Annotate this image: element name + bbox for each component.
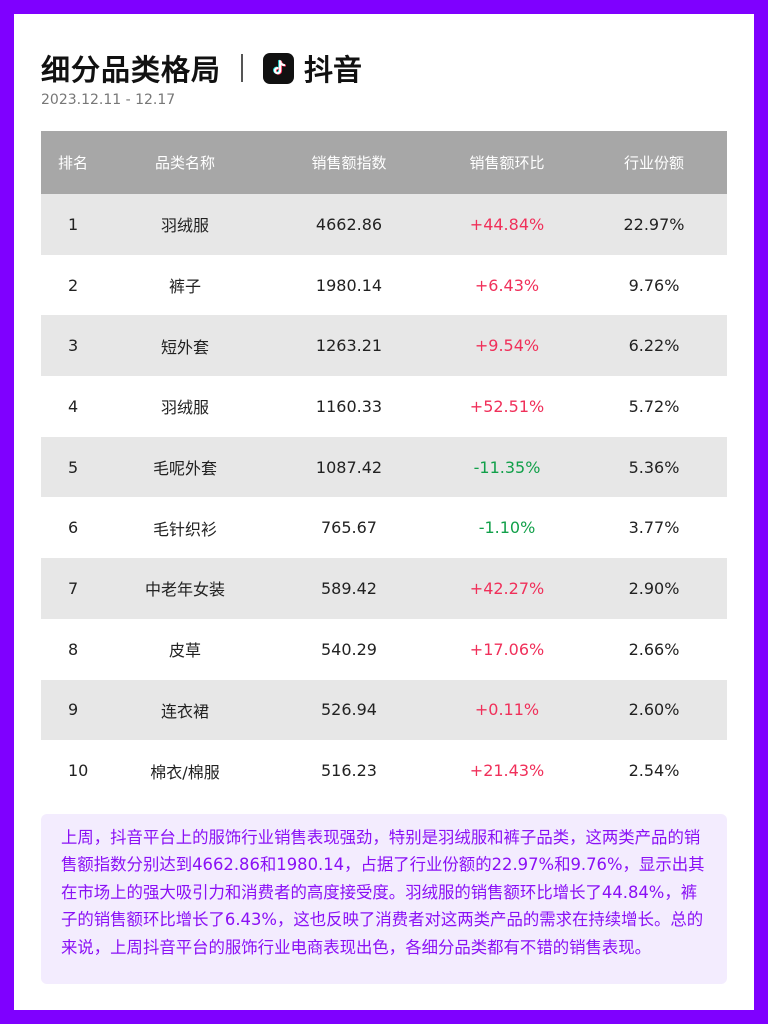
table-row: 5 毛呢外套 1087.42 -11.35% 5.36% xyxy=(41,436,727,498)
date-range: 2023.12.11 - 12.17 xyxy=(41,92,176,108)
table-row: 8 皮草 540.29 +17.06% 2.66% xyxy=(41,618,727,680)
page-title: 细分品类格局 xyxy=(41,53,222,87)
cell-category: 连衣裙 xyxy=(105,679,265,741)
douyin-logo-icon xyxy=(263,52,295,84)
cell-category: 裤子 xyxy=(105,254,265,316)
cell-industry-share: 2.60% xyxy=(581,679,727,741)
table-row: 6 毛针织衫 765.67 -1.10% 3.77% xyxy=(41,497,727,559)
table-row: 9 连衣裙 526.94 +0.11% 2.60% xyxy=(41,679,727,741)
title-divider xyxy=(241,54,244,82)
cell-sales-change: +6.43% xyxy=(433,254,581,316)
cell-sales-index: 1160.33 xyxy=(265,376,433,437)
cell-industry-share: 6.22% xyxy=(581,315,727,377)
cell-category: 皮草 xyxy=(105,618,265,680)
cell-sales-change: -11.35% xyxy=(433,436,581,498)
header: 细分品类格局 抖音 xyxy=(41,48,362,88)
cell-sales-index: 1087.42 xyxy=(265,436,433,498)
cell-category: 中老年女装 xyxy=(105,558,265,619)
cell-rank: 5 xyxy=(41,436,105,498)
cell-industry-share: 22.97% xyxy=(581,194,727,255)
cell-sales-index: 4662.86 xyxy=(265,194,433,255)
category-ranking-table: 排名 品类名称 销售额指数 销售额环比 行业份额 1 羽绒服 4662.86 +44.… xyxy=(41,131,727,801)
summary-text: 上周，抖音平台上的服饰行业销售表现强劲，特别是羽绒服和裤子品类，这两类产品的销售… xyxy=(41,814,727,984)
table-row: 4 羽绒服 1160.33 +52.51% 5.72% xyxy=(41,376,727,437)
cell-industry-share: 3.77% xyxy=(581,497,727,559)
cell-rank: 10 xyxy=(41,740,105,801)
platform-name: 抖音 xyxy=(304,53,363,87)
cell-rank: 6 xyxy=(41,497,105,559)
cell-category: 短外套 xyxy=(105,315,265,377)
cell-sales-index: 1263.21 xyxy=(265,315,433,377)
cell-category: 毛针织衫 xyxy=(105,497,265,559)
cell-sales-index: 1980.14 xyxy=(265,254,433,316)
cell-sales-change: +9.54% xyxy=(433,315,581,377)
column-header-industry-share: 行业份额 xyxy=(581,131,727,194)
column-header-rank: 排名 xyxy=(41,131,105,194)
cell-rank: 4 xyxy=(41,376,105,437)
cell-sales-change: +0.11% xyxy=(433,679,581,741)
cell-rank: 9 xyxy=(41,679,105,741)
cell-sales-index: 516.23 xyxy=(265,740,433,801)
cell-rank: 2 xyxy=(41,254,105,316)
cell-sales-change: +44.84% xyxy=(433,194,581,255)
cell-rank: 8 xyxy=(41,618,105,680)
cell-industry-share: 5.72% xyxy=(581,376,727,437)
cell-sales-change: -1.10% xyxy=(433,497,581,559)
cell-industry-share: 9.76% xyxy=(581,254,727,316)
table-row: 2 裤子 1980.14 +6.43% 9.76% xyxy=(41,254,727,316)
column-header-category: 品类名称 xyxy=(105,131,265,194)
report-card: 细分品类格局 抖音 2023.12.11 - 12.17 排名 品类名称 销售额… xyxy=(14,14,754,1010)
cell-sales-change: +21.43% xyxy=(433,740,581,801)
table-row: 1 羽绒服 4662.86 +44.84% 22.97% xyxy=(41,194,727,255)
cell-rank: 3 xyxy=(41,315,105,377)
table-row: 3 短外套 1263.21 +9.54% 6.22% xyxy=(41,315,727,377)
cell-sales-index: 540.29 xyxy=(265,618,433,680)
table-row: 10 棉衣/棉服 516.23 +21.43% 2.54% xyxy=(41,740,727,801)
cell-sales-change: +42.27% xyxy=(433,558,581,619)
cell-rank: 1 xyxy=(41,194,105,255)
cell-sales-index: 765.67 xyxy=(265,497,433,559)
cell-industry-share: 2.54% xyxy=(581,740,727,801)
cell-category: 毛呢外套 xyxy=(105,436,265,498)
column-header-sales-index: 销售额指数 xyxy=(265,131,433,194)
cell-category: 棉衣/棉服 xyxy=(105,740,265,801)
cell-category: 羽绒服 xyxy=(105,376,265,437)
cell-sales-index: 526.94 xyxy=(265,679,433,741)
cell-sales-index: 589.42 xyxy=(265,558,433,619)
cell-industry-share: 2.90% xyxy=(581,558,727,619)
cell-industry-share: 2.66% xyxy=(581,618,727,680)
cell-rank: 7 xyxy=(41,558,105,619)
cell-sales-change: +17.06% xyxy=(433,618,581,680)
cell-industry-share: 5.36% xyxy=(581,436,727,498)
table-header-row: 排名 品类名称 销售额指数 销售额环比 行业份额 xyxy=(41,131,727,194)
table-row: 7 中老年女装 589.42 +42.27% 2.90% xyxy=(41,558,727,619)
cell-category: 羽绒服 xyxy=(105,194,265,255)
cell-sales-change: +52.51% xyxy=(433,376,581,437)
column-header-sales-change: 销售额环比 xyxy=(433,131,581,194)
